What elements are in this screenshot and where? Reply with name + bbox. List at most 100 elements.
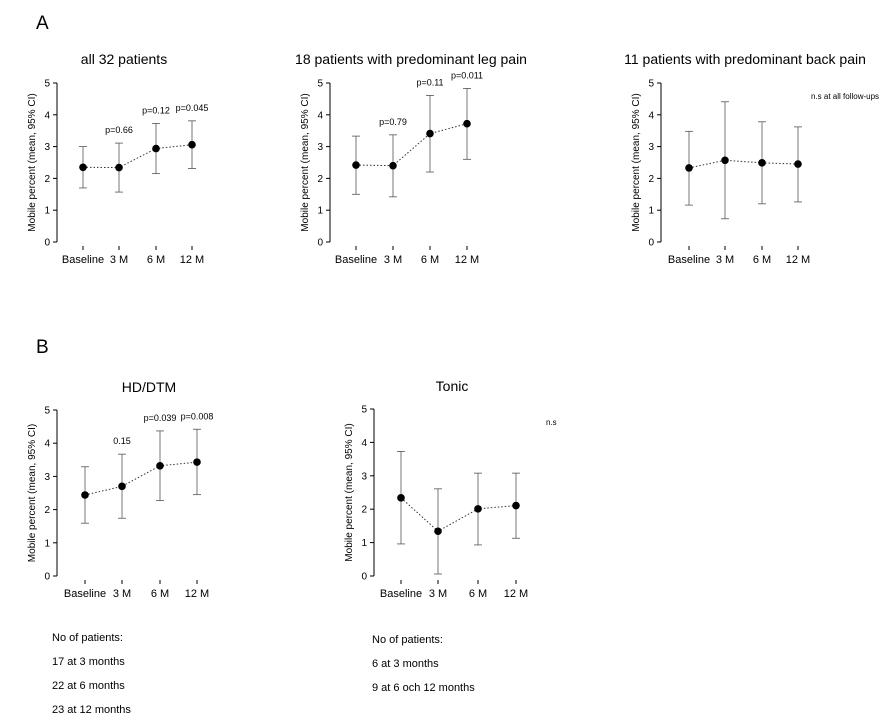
note-line: 6 at 3 months	[372, 658, 439, 670]
x-tick-label: Baseline	[380, 588, 422, 600]
data-point	[156, 461, 164, 470]
p-value-label: p=0.008	[181, 411, 214, 421]
x-tick-label: Baseline	[668, 254, 710, 266]
data-point	[434, 527, 442, 536]
chart-title: 18 patients with predominant leg pain	[295, 51, 527, 67]
data-point	[474, 505, 482, 513]
patient-count-note-tonic: No of patients: 6 at 3 months 9 at 6 och…	[372, 622, 475, 706]
series-line	[82, 144, 193, 169]
x-tick-label: Baseline	[64, 588, 106, 600]
p-value-label: p=0.045	[176, 103, 209, 113]
series-line	[688, 159, 799, 169]
y-tick-label: 4	[361, 438, 367, 449]
chart-title: 11 patients with predominant back pain	[624, 51, 866, 67]
x-tick-label: 12 M	[180, 254, 204, 266]
p-value-label: p=0.12	[142, 105, 170, 115]
x-tick-label: 6 M	[469, 588, 487, 600]
y-axis-title: Mobile percent (mean, 95% CI)	[300, 93, 311, 231]
p-value-label: 0.15	[113, 436, 131, 446]
x-tick-label: 12 M	[185, 588, 209, 600]
p-value-label: p=0.11	[416, 77, 443, 87]
y-tick-label: 3	[44, 142, 50, 153]
p-value-label: p=0.79	[379, 117, 407, 127]
x-tick-label: 3 M	[110, 254, 128, 266]
y-tick-label: 2	[648, 174, 654, 185]
p-value-label: p=0.039	[144, 413, 177, 423]
y-tick-label: 5	[44, 79, 50, 90]
y-tick-label: 2	[317, 174, 323, 185]
y-tick-label: 4	[44, 110, 50, 121]
x-tick-label: 12 M	[504, 588, 528, 600]
data-point	[118, 482, 126, 491]
significance-note: n.s at all follow-ups	[811, 92, 879, 101]
y-tick-label: 1	[44, 206, 50, 217]
data-point	[397, 494, 405, 502]
y-tick-label: 0	[648, 238, 654, 249]
significance-note: n.s	[546, 418, 557, 427]
figure-canvas: A B all 32 patients 0 1 2 3 4 5 Mobile percent …	[27, 13, 879, 600]
chart-title: HD/DTM	[122, 379, 176, 395]
x-tick-label: 3 M	[113, 588, 131, 600]
x-tick-label: 3 M	[429, 588, 447, 600]
data-point	[794, 160, 802, 168]
y-axis-title: Mobile percent (mean, 95% CI)	[27, 93, 38, 231]
data-point	[152, 144, 160, 153]
p-value-label: p=0.66	[105, 125, 133, 135]
data-point	[115, 163, 123, 172]
series-line	[355, 123, 468, 167]
x-tick-label: 6 M	[421, 254, 439, 266]
y-tick-label: 2	[361, 505, 367, 516]
panel-label-b: B	[36, 337, 49, 358]
data-point	[352, 161, 360, 169]
x-tick-label: Baseline	[335, 254, 377, 266]
note-line: 17 at 3 months	[52, 656, 125, 668]
y-tick-label: 2	[44, 174, 50, 185]
data-point	[81, 491, 89, 499]
x-tick-label: 3 M	[384, 254, 402, 266]
y-tick-label: 0	[44, 572, 50, 583]
data-point	[188, 140, 196, 149]
y-tick-label: 3	[361, 471, 367, 482]
note-line: No of patients:	[372, 634, 443, 646]
data-point	[389, 161, 397, 170]
y-tick-label: 3	[44, 472, 50, 483]
data-point	[685, 164, 693, 172]
data-point	[721, 156, 729, 165]
chart-title: Tonic	[436, 378, 469, 394]
x-tick-label: 12 M	[455, 254, 479, 266]
chart-title: all 32 patients	[81, 51, 167, 67]
x-tick-label: 6 M	[753, 254, 771, 266]
y-tick-label: 5	[44, 406, 50, 417]
y-tick-label: 2	[44, 505, 50, 516]
data-point	[426, 129, 434, 138]
y-tick-label: 3	[648, 142, 654, 153]
p-value-label: p=0.011	[451, 70, 483, 80]
note-line: 22 at 6 months	[52, 680, 125, 692]
data-point	[758, 159, 766, 167]
panel-label-a: A	[36, 13, 49, 34]
x-tick-label: 12 M	[786, 254, 810, 266]
y-tick-label: 1	[648, 206, 654, 217]
data-point	[79, 163, 87, 172]
x-tick-label: 6 M	[151, 588, 169, 600]
data-point	[512, 501, 520, 510]
y-axis-title: Mobile percent (mean, 95% CI)	[27, 424, 38, 562]
x-tick-label: 3 M	[716, 254, 734, 266]
series-line	[84, 461, 198, 496]
y-tick-label: 4	[317, 110, 323, 121]
y-tick-label: 0	[361, 572, 367, 583]
y-tick-label: 5	[317, 79, 323, 90]
note-line: 9 at 6 och 12 months	[372, 682, 475, 694]
y-tick-label: 1	[317, 206, 323, 217]
series-line	[400, 497, 517, 532]
y-tick-label: 4	[648, 110, 654, 121]
y-axis-title: Mobile percent (mean, 95% CI)	[631, 93, 642, 231]
y-tick-label: 3	[317, 142, 323, 153]
y-tick-label: 0	[44, 238, 50, 249]
data-point	[463, 119, 471, 128]
y-tick-label: 1	[44, 538, 50, 549]
y-tick-label: 5	[361, 405, 367, 416]
y-tick-label: 1	[361, 538, 367, 549]
patient-count-note-hd-dtm: No of patients: 17 at 3 months 22 at 6 m…	[52, 620, 131, 728]
y-tick-label: 5	[648, 79, 654, 90]
